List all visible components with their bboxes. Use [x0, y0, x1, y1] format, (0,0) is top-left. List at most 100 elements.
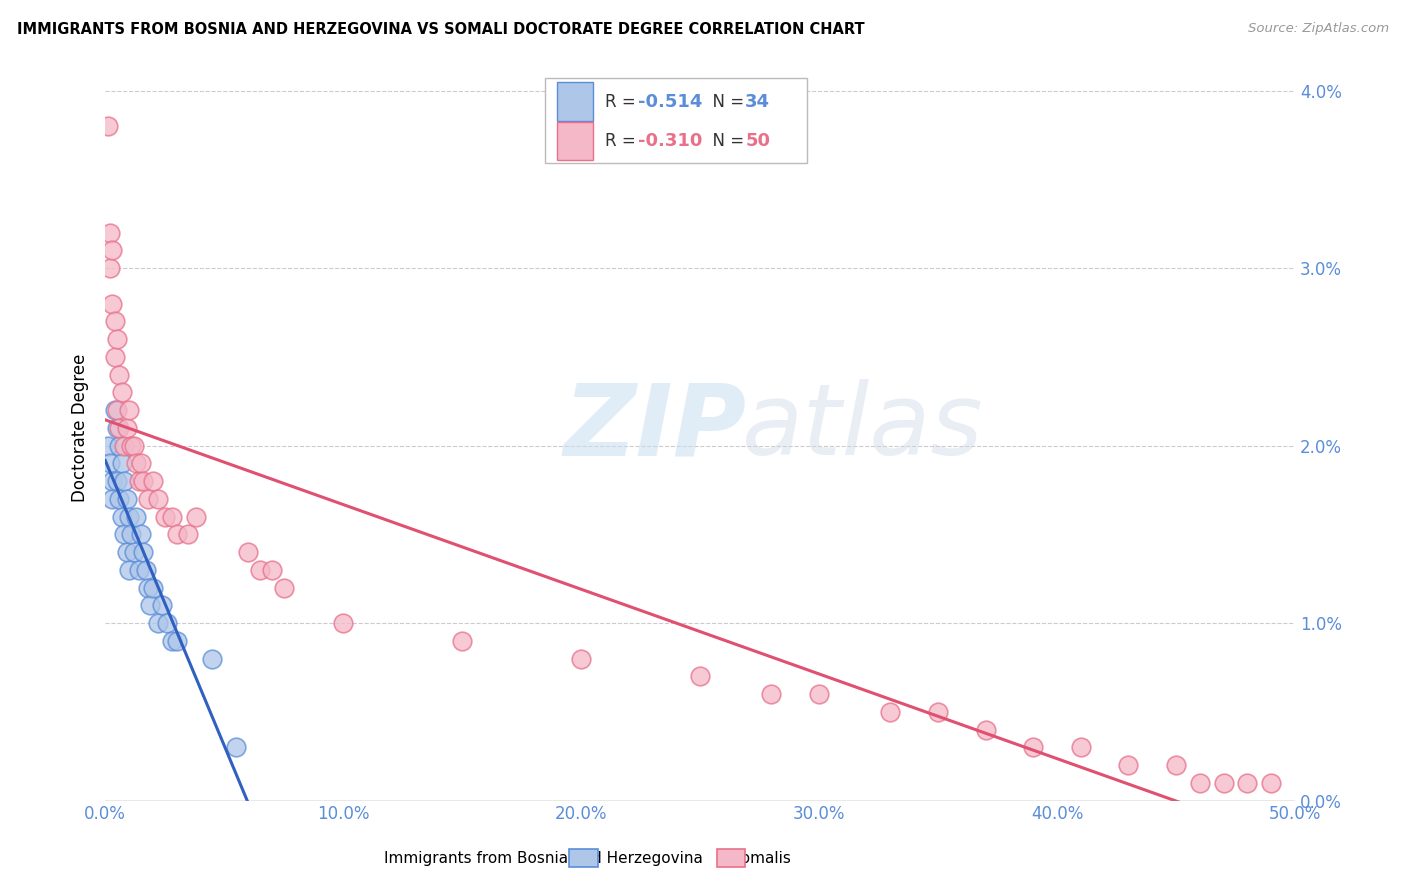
Point	[135, 563, 157, 577]
Point	[177, 527, 200, 541]
Point	[128, 563, 150, 577]
Point	[115, 421, 138, 435]
Point	[129, 456, 152, 470]
Point	[104, 350, 127, 364]
Point	[136, 581, 159, 595]
Point	[332, 616, 354, 631]
Point	[120, 527, 142, 541]
Point	[569, 651, 592, 665]
Point	[689, 669, 711, 683]
Point	[184, 509, 207, 524]
Point	[101, 474, 124, 488]
Point	[1164, 758, 1187, 772]
Point	[111, 509, 134, 524]
Text: R =: R =	[605, 93, 641, 111]
Point	[108, 421, 131, 435]
Point	[166, 633, 188, 648]
Text: 34: 34	[745, 93, 770, 111]
Point	[225, 740, 247, 755]
Point	[104, 403, 127, 417]
Point	[927, 705, 949, 719]
Point	[97, 119, 120, 133]
Point	[108, 439, 131, 453]
Point	[974, 723, 997, 737]
Text: R =: R =	[605, 132, 641, 150]
Point	[112, 527, 135, 541]
Point	[112, 439, 135, 453]
Point	[115, 545, 138, 559]
Point	[129, 527, 152, 541]
Point	[1212, 776, 1234, 790]
Point	[122, 545, 145, 559]
Point	[115, 491, 138, 506]
Point	[879, 705, 901, 719]
Point	[1188, 776, 1211, 790]
Point	[153, 509, 176, 524]
Point	[101, 296, 124, 310]
Point	[118, 509, 141, 524]
Text: -0.310: -0.310	[638, 132, 703, 150]
Text: -0.514: -0.514	[638, 93, 703, 111]
Point	[125, 456, 148, 470]
Text: IMMIGRANTS FROM BOSNIA AND HERZEGOVINA VS SOMALI DOCTORATE DEGREE CORRELATION CH: IMMIGRANTS FROM BOSNIA AND HERZEGOVINA V…	[17, 22, 865, 37]
Text: Source: ZipAtlas.com: Source: ZipAtlas.com	[1249, 22, 1389, 36]
Point	[146, 491, 169, 506]
Point	[132, 474, 155, 488]
Point	[451, 633, 474, 648]
Point	[108, 368, 131, 382]
Point	[101, 491, 124, 506]
Point	[150, 599, 173, 613]
Point	[160, 509, 183, 524]
Point	[128, 474, 150, 488]
Point	[98, 456, 121, 470]
Point	[236, 545, 259, 559]
Point	[1070, 740, 1092, 755]
Point	[136, 491, 159, 506]
Point	[105, 403, 128, 417]
Point	[139, 599, 162, 613]
Point	[111, 456, 134, 470]
Point	[108, 491, 131, 506]
Point	[249, 563, 271, 577]
Point	[118, 563, 141, 577]
Text: 50: 50	[745, 132, 770, 150]
Point	[1236, 776, 1258, 790]
Point	[156, 616, 179, 631]
Y-axis label: Doctorate Degree: Doctorate Degree	[72, 354, 89, 502]
Point	[761, 687, 783, 701]
Point	[1022, 740, 1045, 755]
Point	[132, 545, 155, 559]
Text: atlas: atlas	[742, 379, 983, 476]
Point	[105, 474, 128, 488]
Point	[101, 244, 124, 258]
Text: ZIP: ZIP	[564, 379, 747, 476]
Point	[166, 527, 188, 541]
Point	[118, 403, 141, 417]
Bar	[557, 121, 593, 161]
Point	[98, 261, 121, 276]
Point	[273, 581, 295, 595]
Point	[146, 616, 169, 631]
Point	[97, 439, 120, 453]
Point	[201, 651, 224, 665]
Text: Immigrants from Bosnia and Herzegovina: Immigrants from Bosnia and Herzegovina	[384, 851, 703, 865]
Point	[105, 421, 128, 435]
Point	[142, 581, 165, 595]
Point	[260, 563, 283, 577]
Point	[98, 226, 121, 240]
Point	[111, 385, 134, 400]
Point	[122, 439, 145, 453]
Point	[1260, 776, 1282, 790]
Point	[1118, 758, 1140, 772]
Point	[125, 509, 148, 524]
Text: N =: N =	[703, 93, 749, 111]
Text: Somalis: Somalis	[731, 851, 792, 865]
Text: N =: N =	[703, 132, 749, 150]
Point	[160, 633, 183, 648]
Point	[105, 332, 128, 346]
Bar	[546, 78, 807, 163]
Bar	[557, 82, 593, 121]
Point	[142, 474, 165, 488]
Point	[808, 687, 831, 701]
Point	[112, 474, 135, 488]
